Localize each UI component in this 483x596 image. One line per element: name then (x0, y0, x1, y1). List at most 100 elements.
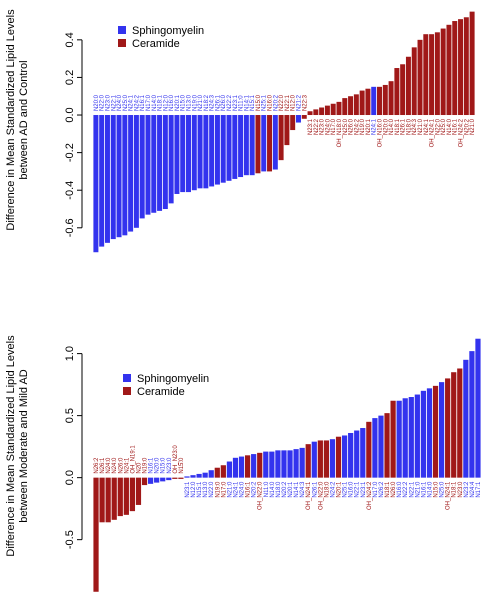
bar (243, 115, 249, 176)
bar-label: N24:4 (470, 481, 476, 498)
bar (307, 111, 313, 116)
bar (329, 439, 336, 478)
bar-label: N19:0 (360, 118, 366, 135)
bar-label: N23:1 (308, 118, 314, 135)
bar (186, 115, 191, 193)
bar (162, 115, 168, 210)
bar (104, 115, 110, 243)
y-axis-title-line: Difference in Mean Standardized Lipid Le… (5, 335, 17, 557)
bar-label: N24:1 (372, 118, 378, 135)
bar-label: N25:0 (440, 481, 446, 498)
bar (388, 81, 394, 116)
bar-label: N20:1 (337, 481, 343, 498)
bar-label: N26:0 (118, 457, 124, 474)
bar-label: N21:2 (296, 94, 302, 111)
bar (174, 115, 180, 194)
bar (238, 115, 244, 178)
bar (226, 115, 232, 181)
bar-label: N14:0 (152, 94, 158, 111)
bar-label: N17:1 (476, 481, 482, 498)
bar-label: N24:0 (117, 94, 123, 111)
bar-label: N18:0 (324, 481, 330, 498)
chart-panel-ad-vs-control: -0.6 -0.4 -0.2 0.0 0.2 0.4 Difference in Mean … (5, 9, 476, 253)
bar-label: N14:0 (389, 118, 395, 135)
bar (99, 477, 105, 523)
bar (238, 456, 245, 478)
y-tick-label: -0.4 (64, 181, 76, 200)
bar-label: N25:1 (343, 481, 349, 498)
bar-label: N13:0 (187, 94, 193, 111)
bar-label: N18:1 (452, 481, 458, 498)
bar-label: N24:1 (233, 481, 239, 498)
bar (458, 19, 464, 116)
bar-label: N22:1 (355, 481, 361, 498)
bar-label: N24:0 (106, 457, 112, 474)
legend-swatch (123, 374, 131, 382)
y-tick-label: 0.0 (64, 470, 76, 485)
bar-label: N16:1 (453, 118, 459, 135)
bar-label: N21:0 (198, 94, 204, 111)
bar (299, 447, 305, 478)
bar (400, 64, 406, 116)
bar (463, 359, 469, 478)
bar-label: N22:2 (403, 481, 409, 498)
bar-label: N15:0 (434, 481, 440, 498)
bar (226, 461, 233, 478)
bar-label: N23:0 (167, 457, 173, 474)
y-axis-title: Difference in Mean Standardized Lipid Le… (5, 335, 30, 557)
bar-label: N20:2 (273, 94, 279, 111)
bar (220, 115, 226, 183)
bar-label: N24:3 (210, 94, 216, 111)
bar (469, 11, 475, 116)
y-tick-label: 1.0 (64, 346, 76, 361)
bar (405, 56, 411, 116)
bar-label: N24:1 (129, 94, 135, 111)
bar-label: N13:0 (203, 481, 209, 498)
bar (129, 477, 136, 512)
bar-label: N15:0 (179, 457, 185, 474)
bar (457, 368, 463, 478)
bar-label: N16:0 (268, 94, 274, 111)
bar (402, 398, 408, 478)
bar-label: N26:1 (312, 481, 318, 498)
bar (145, 115, 151, 215)
bar (359, 90, 365, 116)
bar (365, 88, 371, 116)
bar (111, 477, 117, 520)
bar (220, 465, 226, 478)
bar (232, 457, 239, 478)
bar-label: N22:1 (285, 94, 291, 111)
bar (384, 413, 390, 478)
bar-label: N26:0 (391, 481, 397, 498)
bar-label: N26:2 (94, 457, 100, 474)
bar-label: N14:0 (447, 118, 453, 135)
bar (249, 115, 255, 176)
bar-label: N26:0 (349, 118, 355, 135)
bar-label: N16:1 (421, 481, 427, 498)
bar (147, 477, 154, 484)
bar (311, 441, 317, 478)
bar (110, 115, 116, 240)
bar (275, 450, 281, 478)
bar-label: N26:1 (215, 94, 221, 111)
bar-label: OH_N23:0 (173, 445, 179, 474)
bar (197, 115, 203, 189)
bar (452, 21, 458, 116)
bar-label: N12:0 (191, 481, 197, 498)
bar (305, 444, 311, 478)
bar-label: N25:0 (343, 118, 349, 135)
bar-label: N23:0 (320, 118, 326, 135)
bar (214, 115, 220, 185)
bar-label: N16:1 (246, 481, 252, 498)
bar (446, 24, 452, 116)
bar-label: N17:0 (331, 118, 337, 135)
bar-label: OH_N24:1 (430, 118, 436, 147)
bar-label: N22:2 (227, 94, 233, 111)
bar (390, 400, 396, 478)
bar-label: N16:1 (140, 94, 146, 111)
bar-label: N17:0 (373, 481, 379, 498)
bar (323, 440, 330, 478)
bar-label: N18:1 (395, 118, 401, 135)
bar (420, 390, 427, 478)
bar (135, 477, 142, 505)
